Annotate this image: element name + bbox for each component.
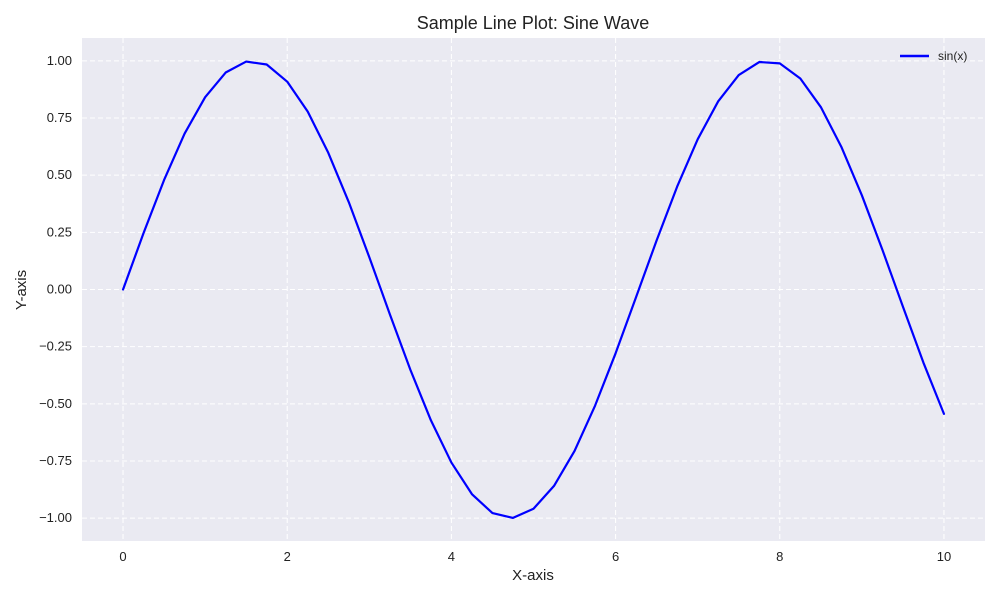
y-tick-label: 1.00 [47,53,72,68]
chart-title: Sample Line Plot: Sine Wave [417,13,649,33]
y-tick-label: −1.00 [39,510,72,525]
y-tick-label: −0.25 [39,339,72,354]
legend: sin(x) [900,49,967,63]
x-tick-label: 6 [612,549,619,564]
y-tick-label: −0.75 [39,453,72,468]
grid [82,38,985,541]
x-tick-label: 2 [284,549,291,564]
legend-label-sin: sin(x) [938,49,967,63]
y-axis-label: Y-axis [13,270,30,310]
x-axis-label: X-axis [512,567,554,584]
x-tick-label: 10 [937,549,951,564]
y-tick-label: 0.00 [47,282,72,297]
series-layer [121,60,946,520]
x-tick-label: 4 [448,549,455,564]
series-line-sin [121,60,946,520]
y-axis-ticks: 1.00 0.75 0.50 0.25 0.00 −0.25 −0.50 −0.75 −1.00 [39,53,72,525]
y-tick-label: −0.50 [39,396,72,411]
y-tick-label: 0.50 [47,167,72,182]
x-tick-label: 0 [119,549,126,564]
x-axis-ticks: 0 2 4 6 8 10 [119,549,951,564]
y-tick-label: 0.75 [47,110,72,125]
x-tick-label: 8 [776,549,783,564]
y-tick-label: 0.25 [47,224,72,239]
